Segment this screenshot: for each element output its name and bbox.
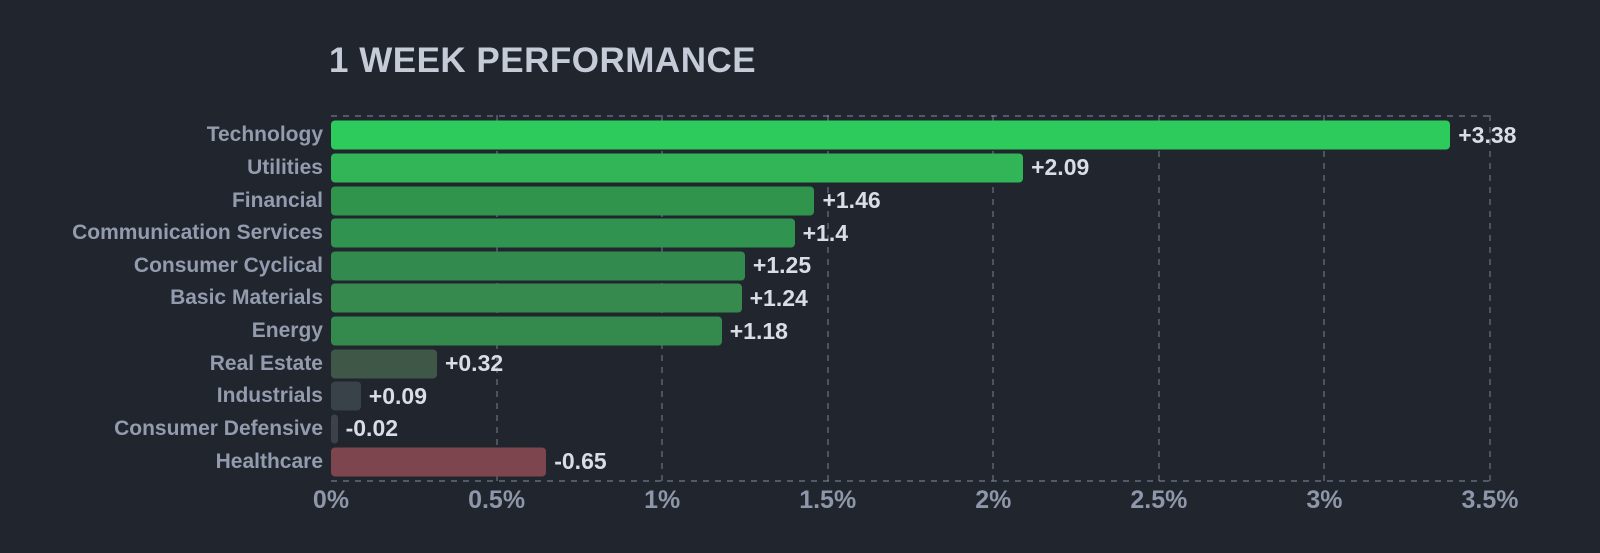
x-tick-2-5: 2.5%	[1130, 486, 1188, 514]
bar-communication-services[interactable]	[331, 218, 795, 248]
chart-row-industrials: Industrials +0.09	[0, 380, 1600, 413]
chart-row-real-estate: Real Estate +0.32	[0, 347, 1600, 380]
chart-row-basic-materials: Basic Materials +1.24	[0, 282, 1600, 315]
chart-row-consumer-defensive: Consumer Defensive -0.02	[0, 413, 1600, 446]
value-label: +1.46	[822, 187, 881, 214]
bar-track: +0.09	[331, 381, 1600, 411]
bar-basic-materials[interactable]	[331, 283, 742, 313]
x-tick-3: 3%	[1306, 486, 1343, 514]
bar-track: +1.4	[331, 218, 1600, 248]
bar-healthcare[interactable]	[331, 447, 547, 477]
value-label: +1.18	[729, 317, 788, 344]
x-tick-2: 2%	[975, 486, 1012, 514]
bar-track: +0.32	[331, 349, 1600, 379]
x-tick-3-5: 3.5%	[1461, 486, 1519, 514]
x-tick-0: 0%	[312, 486, 350, 514]
category-label: Financial	[231, 188, 323, 212]
bar-track: +2.09	[331, 153, 1600, 183]
value-label: +1.25	[752, 252, 812, 279]
x-tick-1: 1%	[644, 486, 681, 514]
chart-row-consumer-cyclical: Consumer Cyclical +1.25	[0, 250, 1600, 283]
category-label: Real Estate	[209, 351, 323, 375]
bar-track: -0.65	[331, 447, 1600, 477]
chart-title: 1 WEEK PERFORMANCE	[329, 41, 757, 80]
bar-track: +1.46	[331, 186, 1600, 216]
category-label: Consumer Defensive	[114, 416, 323, 440]
bar-financial[interactable]	[331, 186, 815, 216]
bar-energy[interactable]	[331, 316, 722, 346]
bar-utilities[interactable]	[331, 153, 1024, 183]
bar-rows: Technology +3.38 Utilities +2.09 Financial +1…	[0, 119, 1600, 478]
chart-row-communication-services: Communication Services +1.4	[0, 217, 1600, 250]
category-label: Technology	[206, 123, 323, 147]
chart-row-financial: Financial +1.46	[0, 184, 1600, 217]
bar-track: +1.18	[331, 316, 1600, 346]
bar-industrials[interactable]	[331, 381, 361, 411]
gridline-3	[1323, 115, 1326, 482]
plot-bottom-dashed-border	[331, 480, 1490, 482]
category-label: Healthcare	[215, 449, 323, 473]
bar-real-estate[interactable]	[331, 349, 437, 379]
chart-row-healthcare: Healthcare -0.65	[0, 445, 1600, 478]
chart-row-utilities: Utilities +2.09	[0, 152, 1600, 185]
category-label: Communication Services	[72, 221, 323, 245]
bar-technology[interactable]	[331, 120, 1451, 150]
value-label: +0.32	[444, 350, 504, 377]
category-label: Basic Materials	[170, 286, 323, 310]
gridline-2	[992, 115, 995, 482]
gridline-3-5	[1489, 115, 1491, 482]
value-label: -0.65	[554, 448, 607, 475]
chart-row-technology: Technology +3.38	[0, 119, 1600, 152]
value-label: +1.24	[749, 284, 808, 311]
value-label: +0.09	[368, 382, 427, 409]
category-label: Utilities	[247, 155, 323, 179]
plot-top-dashed-border	[331, 115, 1490, 117]
category-label: Consumer Cyclical	[133, 253, 323, 277]
value-label: -0.02	[345, 415, 399, 442]
value-label: +1.4	[802, 219, 848, 246]
gridline-1-5	[826, 115, 829, 482]
gridline-2-5	[1157, 115, 1160, 482]
bar-track: -0.02	[331, 414, 1600, 444]
bar-consumer-cyclical[interactable]	[331, 251, 745, 281]
bar-track: +1.24	[331, 283, 1600, 313]
bar-track: +3.38	[331, 120, 1600, 150]
value-label: +2.09	[1031, 154, 1090, 181]
value-label: +3.38	[1458, 121, 1517, 148]
chart-row-energy: Energy +1.18	[0, 315, 1600, 348]
category-label: Energy	[251, 319, 323, 343]
x-tick-0-5: 0.5%	[468, 486, 526, 514]
x-axis: 0% 0.5% 1% 1.5% 2% 2.5% 3% 3.5%	[0, 486, 1600, 518]
category-label: Industrials	[216, 384, 323, 408]
x-tick-1-5: 1.5%	[799, 486, 857, 514]
bar-track: +1.25	[331, 251, 1600, 281]
bar-consumer-defensive[interactable]	[331, 414, 338, 444]
